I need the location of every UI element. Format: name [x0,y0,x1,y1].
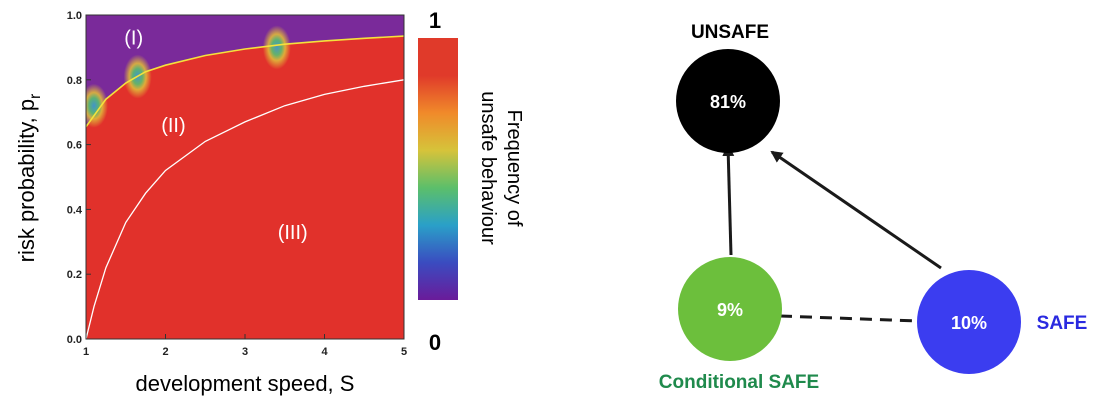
x-tick-label: 5 [401,346,407,358]
colorbar-title-line2: unsafe behaviour [477,91,499,245]
transition-blob [262,25,291,70]
transition-blob [86,83,108,128]
node-unsafe [676,49,780,153]
colorbar: 1 0 Frequency of unsafe behaviour [418,8,525,355]
arrow-conditional-to-unsafe [722,144,735,256]
x-tick-label: 4 [321,346,328,358]
y-axis-label-subscript: r [27,93,44,99]
link-conditional-safe [779,314,919,323]
node-safe-label: SAFE [1037,313,1088,334]
node-safe-percent: 10% [951,313,987,333]
node-conditional-safe-percent: 9% [717,300,743,320]
region-label: (I) [124,28,143,50]
curve-boundary-upper [86,35,404,128]
y-tick-label: 1.0 [67,10,82,22]
node-unsafe-label: UNSAFE [691,22,769,43]
node-unsafe-percent: 81% [710,92,746,112]
x-tick-label: 2 [162,346,168,358]
y-tick-label: 0.4 [67,204,83,216]
colorbar-gradient [418,38,458,300]
arrow-safe-to-unsafe [770,150,942,270]
node-conditional-safe-label: Conditional SAFE [659,372,819,393]
heatmap-field [86,15,404,339]
colorbar-min-label: 0 [429,330,441,355]
transition-diagram: 81% UNSAFE 9% Conditional SAFE 10% SAFE [659,22,1088,393]
y-tick-label: 0.2 [67,269,82,281]
region-labels: (I) (II) (III) [124,28,307,244]
curve-boundary-lower [86,79,404,339]
region-label: (III) [278,222,308,244]
safe-region-fill [86,15,404,127]
y-axis-label: risk probability, pr [14,93,44,262]
heatmap-chart: 1 2 3 4 5 0.0 0.2 0.4 0.6 0.8 1.0 (I) (II) (III) de… [14,10,407,396]
x-tick-label: 1 [83,346,89,358]
x-tick-label: 3 [242,346,248,358]
colorbar-title-line1: Frequency of [503,110,525,227]
y-tick-label: 0.6 [67,140,82,152]
x-axis-ticks: 1 2 3 4 5 [83,334,407,358]
colorbar-max-label: 1 [429,8,441,33]
region-label: (II) [161,115,185,137]
y-tick-label: 0.0 [67,334,82,346]
x-axis-label: development speed, S [136,371,355,396]
y-axis-label-main: risk probability, p [14,99,39,262]
y-tick-label: 0.8 [67,75,82,87]
node-safe [917,270,1021,374]
y-axis-ticks: 0.0 0.2 0.4 0.6 0.8 1.0 [67,10,91,346]
node-conditional-safe [678,257,782,361]
